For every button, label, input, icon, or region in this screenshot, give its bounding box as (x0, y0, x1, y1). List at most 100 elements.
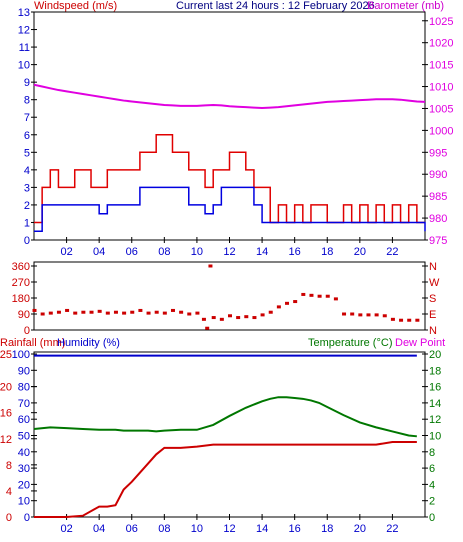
x-tick-label: 06 (126, 523, 138, 535)
baro-y-tick-label: 995 (429, 147, 447, 159)
direction-point (154, 310, 159, 314)
barometer-line (33, 83, 426, 110)
wind-y-tick-label: 0 (24, 235, 30, 247)
direction-point (374, 313, 379, 317)
wind-y-tick-label: 12 (18, 25, 30, 37)
direction-point (208, 264, 213, 268)
direction-point (399, 318, 404, 322)
direction-point (211, 316, 216, 320)
rain-y-tick-label: 16 (0, 408, 12, 420)
temp-y-tick-label: 12 (429, 414, 441, 426)
humidity-y-tick-label: 60 (18, 414, 30, 426)
direction-point (81, 310, 86, 314)
direction-point (366, 313, 371, 317)
x-tick-label: 22 (386, 523, 398, 535)
temp-y-tick-label: 2 (429, 496, 435, 508)
x-tick-label: 20 (354, 523, 366, 535)
direction-point (138, 308, 143, 312)
x-tick-label: 10 (191, 523, 203, 535)
direction-point (301, 292, 306, 296)
baro-y-tick-label: 975 (429, 235, 447, 247)
wind-series (33, 83, 426, 232)
direction-point (48, 311, 53, 315)
humidity-y-tick-label: 100 (12, 349, 30, 361)
baro-y-tick-label: 990 (429, 169, 447, 181)
x-tick-label: 02 (60, 246, 72, 258)
dir-compass-tick-label: E (429, 309, 436, 321)
direction-point (113, 310, 118, 314)
rain-y-tick-label: 4 (6, 486, 12, 498)
direction-point (342, 312, 347, 316)
direction-point (268, 310, 273, 314)
direction-point (219, 317, 224, 321)
dir-y-tick-label: 90 (18, 309, 30, 321)
dir-compass-tick-label: W (429, 277, 440, 289)
rain-y-tick-label: 20 (0, 382, 12, 394)
x-tick-label: 16 (289, 523, 301, 535)
temp-y-tick-label: 6 (429, 463, 435, 475)
dir-y-tick-label: 180 (12, 293, 30, 305)
direction-point (205, 326, 210, 330)
direction-point (382, 314, 387, 318)
humidity-y-tick-label: 30 (18, 463, 30, 475)
humidity-y-tick-label: 20 (18, 479, 30, 491)
direction-point (333, 297, 338, 301)
direction-point (187, 312, 192, 316)
direction-point (130, 310, 135, 314)
direction-point (309, 293, 314, 297)
direction-point (97, 309, 102, 313)
wind-y-tick-label: 8 (24, 95, 30, 107)
rainfall-label: Rainfall (mm) (0, 337, 65, 349)
wind_avg-line (34, 186, 426, 232)
direction-panel-frame (33, 261, 426, 331)
rain-y-tick-label: 25 (0, 349, 12, 361)
direction-point (252, 316, 257, 320)
x-tick-label: 06 (126, 246, 138, 258)
x-tick-label: 22 (386, 246, 398, 258)
x-tick-label: 10 (191, 246, 203, 258)
wind-y-tick-label: 1 (24, 217, 30, 229)
wind-y-tick-label: 2 (24, 200, 30, 212)
baro-y-tick-label: 1015 (429, 60, 453, 72)
rain-humidity-y-axis: 0 10 20 30 40 50 60 70 80 90 100 0 4 8 12 16 20 25 (0, 349, 37, 524)
temp-y-tick-label: 8 (429, 447, 435, 459)
temp-x-axis: 02 04 06 08 10 12 14 16 18 20 22 (60, 514, 399, 535)
temp-y-tick-label: 20 (429, 349, 441, 361)
humidity-y-tick-label: 90 (18, 365, 30, 377)
dir-compass-tick-label: S (429, 293, 436, 305)
direction-y-axis: 0 90 180 270 360 (12, 261, 37, 337)
wind-y-tick-label: 11 (19, 42, 30, 54)
rain-y-tick-label: 8 (6, 460, 12, 472)
x-tick-label: 18 (321, 246, 333, 258)
direction-point (407, 318, 412, 322)
direction-point (415, 318, 420, 322)
direction-point (170, 308, 175, 312)
temp-y-tick-label: 0 (429, 512, 435, 524)
humidity-y-tick-label: 10 (18, 496, 30, 508)
baro-y-tick-label: 1000 (429, 125, 453, 137)
direction-point (65, 308, 70, 312)
temp-series (33, 354, 417, 518)
wind-y-tick-label: 6 (24, 130, 30, 142)
direction-point (350, 312, 355, 316)
x-tick-label: 12 (223, 246, 235, 258)
humidity-y-tick-label: 80 (18, 382, 30, 394)
direction-point (358, 313, 363, 317)
humidity-y-tick-label: 40 (18, 447, 30, 459)
wind-y-tick-label: 3 (24, 182, 30, 194)
wind-y-tick-label: 13 (18, 7, 30, 19)
temp-y-tick-label: 18 (429, 365, 441, 377)
x-tick-label: 04 (93, 246, 105, 258)
x-tick-label: 08 (158, 246, 170, 258)
dewpoint-label: Dew Point (395, 337, 445, 349)
direction-point (40, 312, 45, 316)
dir-y-tick-label: 270 (12, 277, 30, 289)
wind-panel-frame (33, 11, 426, 241)
temp-panel-frame (33, 351, 426, 518)
temperature-line (33, 396, 417, 438)
direction-point (293, 300, 298, 304)
wind-y-tick-label: 9 (24, 77, 30, 89)
